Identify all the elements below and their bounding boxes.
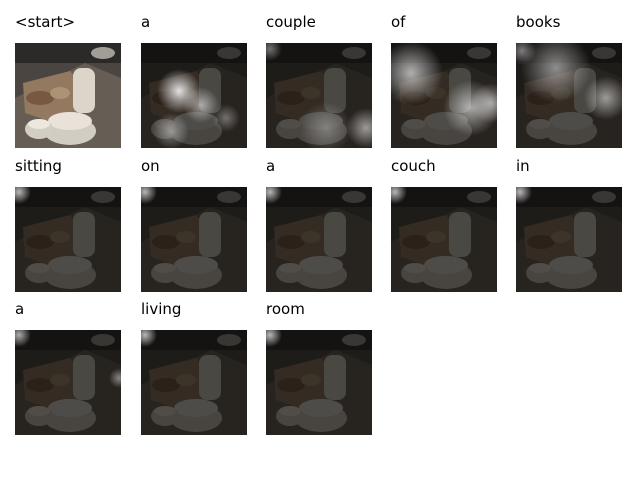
token-word: of xyxy=(391,13,406,31)
token-word: in xyxy=(516,157,530,175)
attention-image xyxy=(141,187,247,292)
attention-image xyxy=(15,330,121,435)
attention-image xyxy=(141,43,247,148)
attention-image xyxy=(516,43,622,148)
token-word: room xyxy=(266,300,305,318)
token-cell: a xyxy=(266,157,372,292)
token-cell: <start> xyxy=(15,13,121,148)
attention-image xyxy=(391,187,497,292)
token-cell: room xyxy=(266,300,372,435)
token-cell: a xyxy=(141,13,247,148)
token-cell: of xyxy=(391,13,497,148)
token-cell: living xyxy=(141,300,247,435)
token-word: couple xyxy=(266,13,316,31)
attention-image xyxy=(266,43,372,148)
token-word: <start> xyxy=(15,13,76,31)
attention-image xyxy=(516,187,622,292)
token-word: on xyxy=(141,157,160,175)
token-cell: couch xyxy=(391,157,497,292)
token-word: a xyxy=(141,13,151,31)
token-word: living xyxy=(141,300,182,318)
token-word: a xyxy=(15,300,25,318)
token-cell: books xyxy=(516,13,622,148)
token-cell: a xyxy=(15,300,121,435)
token-cell: couple xyxy=(266,13,372,148)
attention-image xyxy=(15,187,121,292)
token-cell: in xyxy=(516,157,622,292)
attention-image xyxy=(141,330,247,435)
attention-image xyxy=(266,330,372,435)
token-cell: sitting xyxy=(15,157,121,292)
token-word: sitting xyxy=(15,157,62,175)
token-word: books xyxy=(516,13,561,31)
attention-image xyxy=(15,43,121,148)
token-word: couch xyxy=(391,157,436,175)
attention-image xyxy=(391,43,497,148)
token-word: a xyxy=(266,157,276,175)
token-cell: on xyxy=(141,157,247,292)
attention-image xyxy=(266,187,372,292)
